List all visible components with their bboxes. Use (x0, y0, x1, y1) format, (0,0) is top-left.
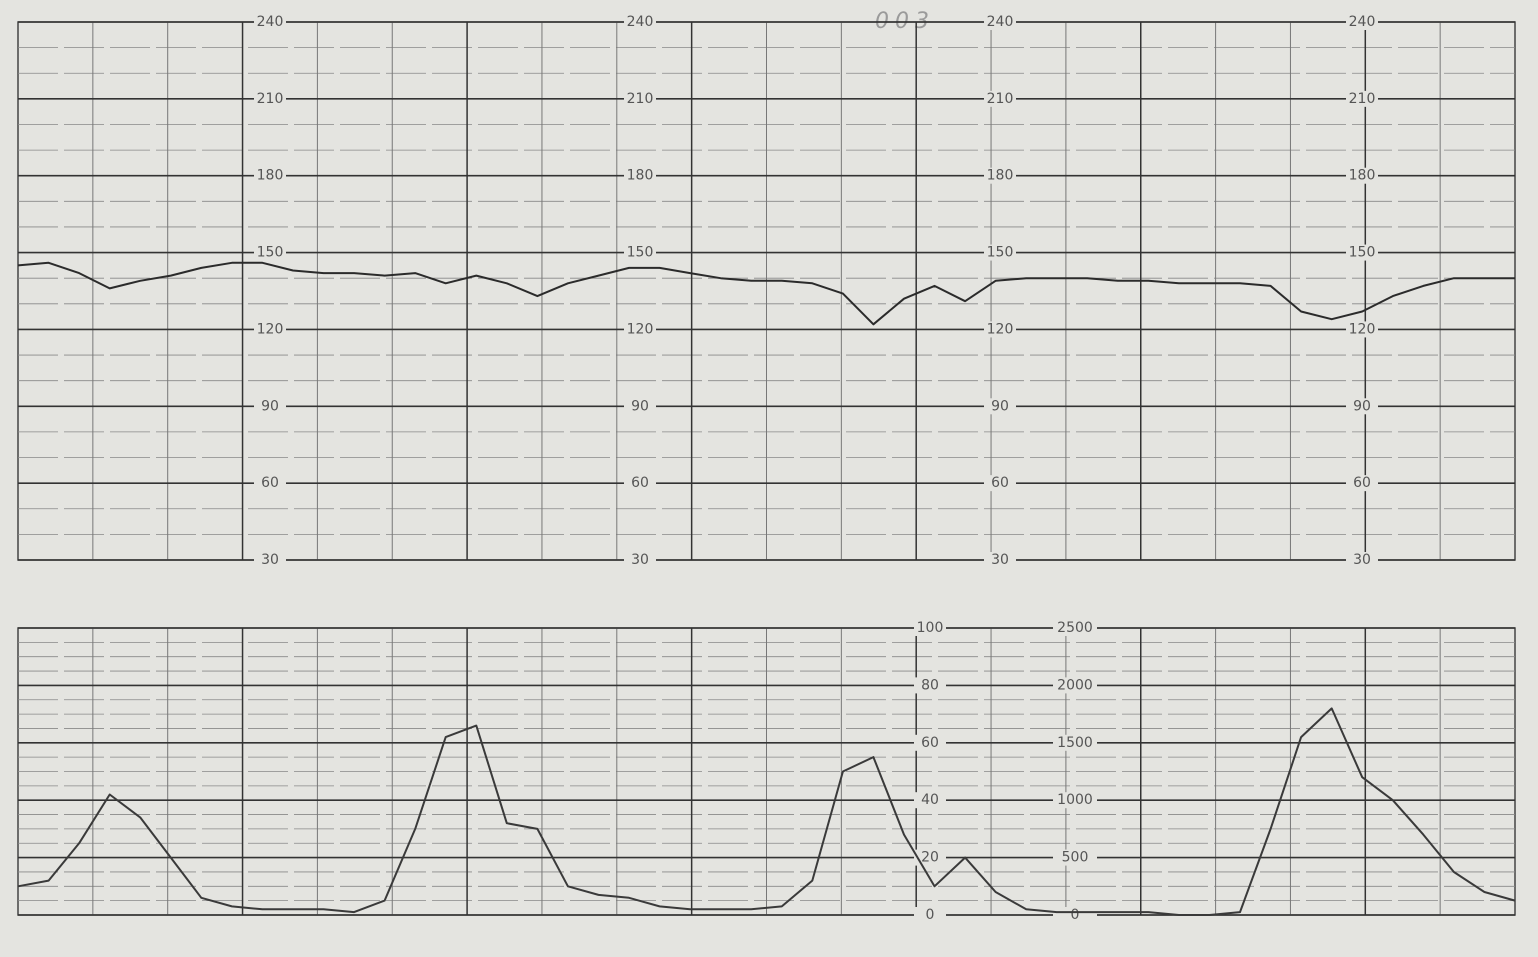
y-tick-label: 30 (631, 552, 649, 568)
y2-tick-label: 2500 (1057, 620, 1093, 636)
y-tick-label: 150 (257, 245, 284, 261)
y-tick-label: 40 (921, 792, 939, 808)
label-bg (1346, 90, 1378, 107)
label-bg (254, 14, 286, 30)
y-tick-label: 0 (926, 907, 935, 923)
trace (17, 261, 1515, 326)
label-bg (914, 734, 946, 751)
y-tick-label: 60 (991, 475, 1009, 491)
y-tick-label: 120 (627, 321, 654, 337)
y-tick-label: 60 (1353, 475, 1371, 491)
label-bg (914, 677, 946, 694)
label-bg (984, 475, 1016, 492)
label-bg (1053, 907, 1097, 923)
label-bg (984, 552, 1016, 568)
label-bg (914, 792, 946, 809)
y2-tick-label: 1000 (1057, 792, 1093, 808)
label-bg (984, 244, 1016, 261)
y-tick-label: 210 (987, 91, 1014, 107)
y-tick-label: 90 (631, 398, 649, 414)
y-tick-label: 120 (987, 321, 1014, 337)
label-bg (254, 398, 286, 415)
label-bg (984, 90, 1016, 107)
label-bg (1053, 792, 1097, 809)
label-bg (1346, 552, 1378, 568)
label-bg (1346, 398, 1378, 415)
y-tick-label: 90 (1353, 398, 1371, 414)
label-bg (254, 552, 286, 568)
label-bg (1346, 244, 1378, 261)
y-tick-label: 90 (991, 398, 1009, 414)
label-bg (1346, 14, 1378, 30)
y-tick-label: 30 (1353, 552, 1371, 568)
label-bg (984, 321, 1016, 338)
y-tick-label: 210 (257, 91, 284, 107)
label-bg (254, 167, 286, 184)
label-bg (984, 398, 1016, 415)
label-bg (624, 167, 656, 184)
y-tick-label: 150 (1349, 245, 1376, 261)
label-bg (1346, 167, 1378, 184)
label-bg (624, 90, 656, 107)
label-bg (624, 244, 656, 261)
label-bg (624, 552, 656, 568)
label-bg (1053, 677, 1097, 694)
y-tick-label: 60 (631, 475, 649, 491)
y2-tick-label: 500 (1062, 850, 1089, 866)
label-bg (254, 475, 286, 492)
y-tick-label: 240 (627, 14, 654, 30)
label-bg (254, 244, 286, 261)
y-tick-label: 30 (261, 552, 279, 568)
label-bg (1053, 620, 1097, 636)
label-bg (624, 398, 656, 415)
y-tick-label: 240 (1349, 14, 1376, 30)
label-bg (914, 620, 946, 636)
y-tick-label: 120 (257, 321, 284, 337)
label-bg (624, 321, 656, 338)
y-tick-label: 60 (921, 735, 939, 751)
y-tick-label: 150 (627, 245, 654, 261)
label-bg (914, 907, 946, 923)
label-bg (914, 849, 946, 866)
y-tick-label: 240 (987, 14, 1014, 30)
label-bg (1346, 321, 1378, 338)
label-bg (624, 14, 656, 30)
y-tick-label: 30 (991, 552, 1009, 568)
label-bg (624, 475, 656, 492)
y-tick-label: 120 (1349, 321, 1376, 337)
y-tick-label: 20 (921, 850, 939, 866)
y-tick-label: 180 (987, 168, 1014, 184)
label-bg (254, 90, 286, 107)
label-bg (1053, 734, 1097, 751)
label-bg (1346, 475, 1378, 492)
label-bg (1053, 849, 1097, 866)
y-tick-label: 80 (921, 677, 939, 693)
label-bg (984, 167, 1016, 184)
label-bg (254, 321, 286, 338)
y-tick-label: 90 (261, 398, 279, 414)
y-tick-label: 240 (257, 14, 284, 30)
y-tick-label: 210 (1349, 91, 1376, 107)
y2-tick-label: 1500 (1057, 735, 1093, 751)
label-bg (984, 14, 1016, 30)
y-tick-label: 150 (987, 245, 1014, 261)
y-tick-label: 60 (261, 475, 279, 491)
y-tick-label: 180 (257, 168, 284, 184)
y-tick-label: 210 (627, 91, 654, 107)
trace (17, 707, 1516, 916)
y2-tick-label: 0 (1071, 907, 1080, 923)
y2-tick-label: 2000 (1057, 677, 1093, 693)
y-tick-label: 180 (1349, 168, 1376, 184)
y-tick-label: 100 (917, 620, 944, 636)
y-tick-label: 180 (627, 168, 654, 184)
